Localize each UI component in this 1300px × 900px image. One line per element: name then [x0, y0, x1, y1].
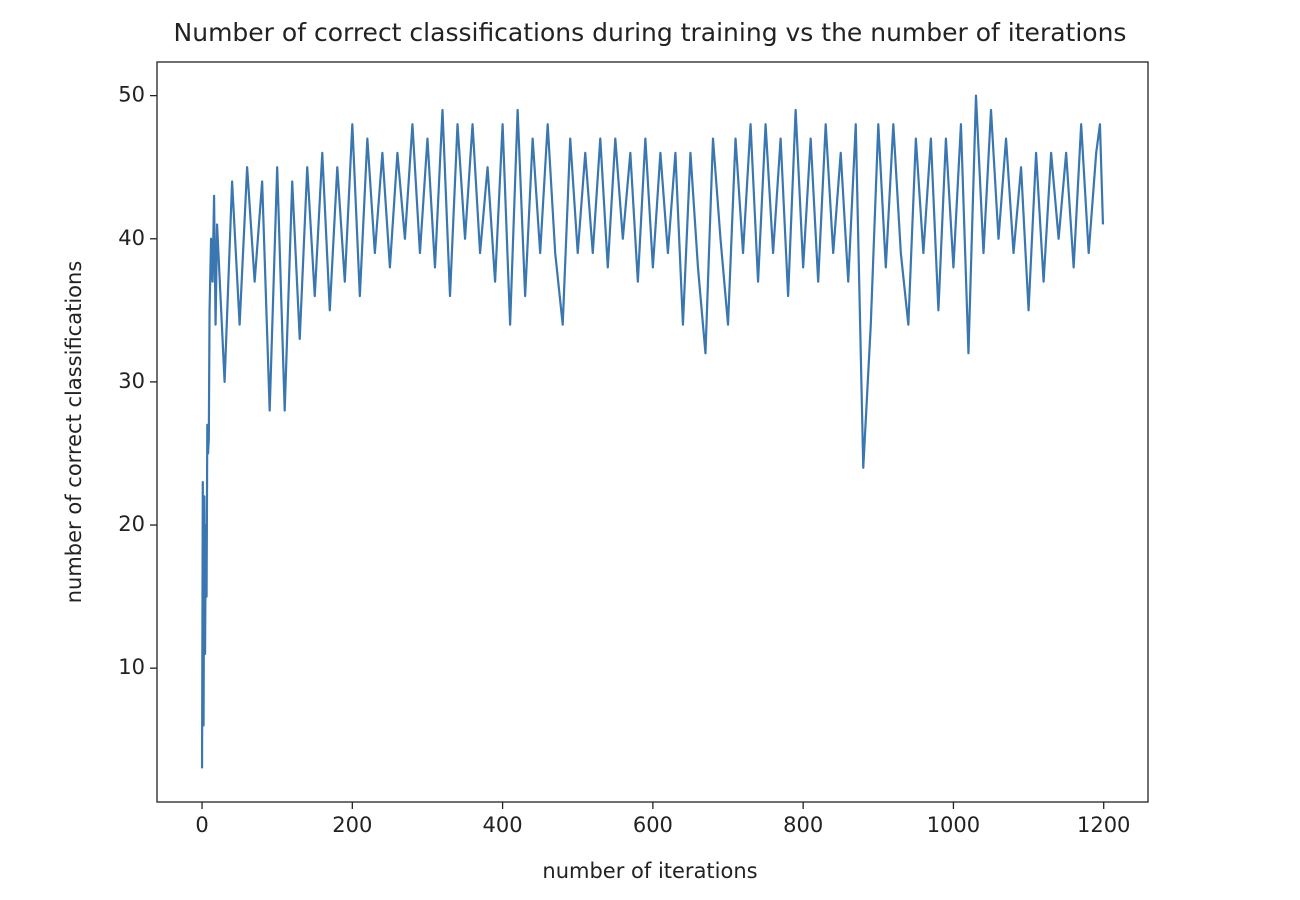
y-tick-label: 10 [118, 655, 145, 679]
x-tick-label: 1000 [927, 813, 980, 837]
data-line [200, 94, 1105, 769]
plot-frame [156, 61, 1149, 803]
chart-title: Number of correct classifications during… [174, 18, 1127, 47]
x-tick-label: 1200 [1077, 813, 1130, 837]
x-tick-label: 800 [783, 813, 823, 837]
x-tick-label: 600 [633, 813, 673, 837]
y-tick-label: 50 [118, 83, 145, 107]
x-tick-label: 400 [483, 813, 523, 837]
x-axis-label: number of iterations [542, 859, 757, 883]
x-tick-label: 200 [332, 813, 372, 837]
x-tick-label: 0 [195, 813, 208, 837]
y-tick-label: 20 [118, 512, 145, 536]
y-axis-label: number of correct classifications [62, 261, 86, 604]
y-tick-label: 30 [118, 369, 145, 393]
y-tick-label: 40 [118, 226, 145, 250]
